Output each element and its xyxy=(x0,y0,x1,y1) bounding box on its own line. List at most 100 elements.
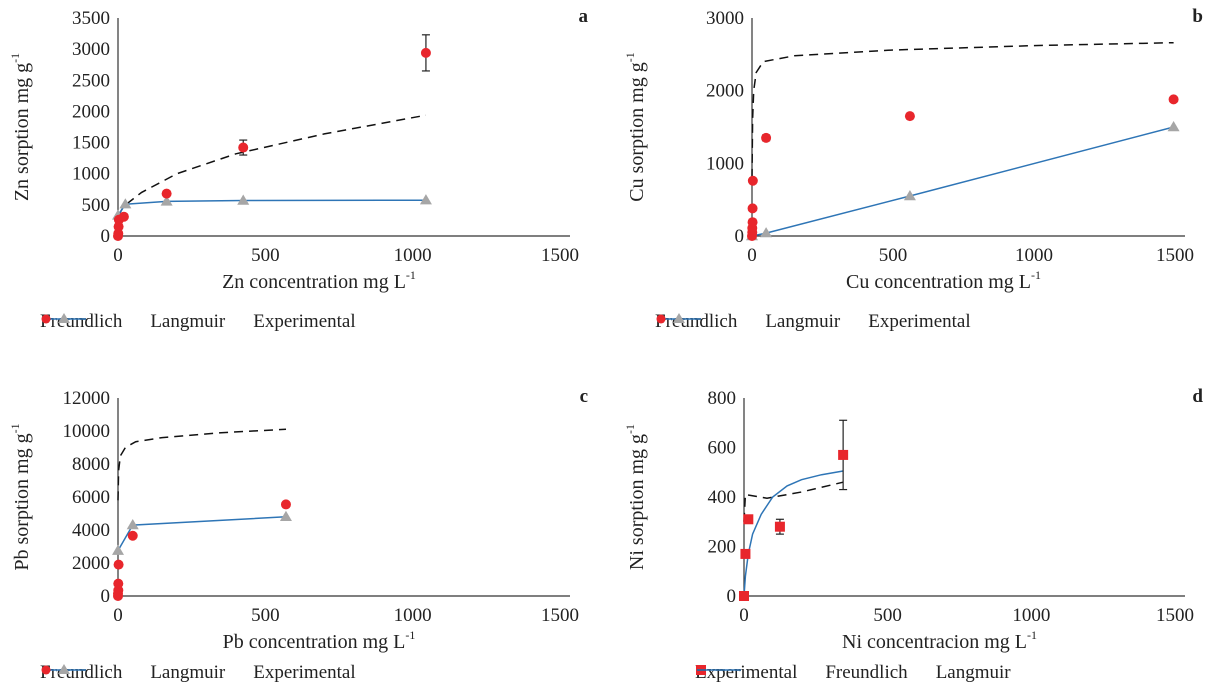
y-tick-label: 2500 xyxy=(72,70,110,91)
freundlich-series-line xyxy=(117,114,427,217)
legend-item-langmuir: Langmuir xyxy=(42,311,226,333)
chart-c-svg: 0 2000 4000 6000 8000 10000 12000 0 500 1000 1500 P… xyxy=(8,386,588,653)
y-tick-label: 400 xyxy=(708,487,737,508)
panel-label: b xyxy=(1192,6,1203,27)
langmuir-point xyxy=(112,544,124,555)
y-tick-label: 200 xyxy=(708,537,737,558)
experimental-point xyxy=(420,47,431,58)
y-tick-label: 600 xyxy=(708,438,737,459)
experimental-point xyxy=(774,521,785,532)
x-tick-label: 0 xyxy=(113,605,123,626)
langmuir-point xyxy=(1167,121,1180,132)
experimental-point xyxy=(280,499,291,510)
chart-d-svg: 0 200 400 600 800 0 500 1000 1500 Ni concentracio… xyxy=(623,386,1203,653)
legend-c: Freundlich Langmuir Experimental xyxy=(40,662,356,684)
y-tick-label: 4000 xyxy=(72,520,110,541)
legend-label-langmuir: Langmuir xyxy=(765,311,841,332)
experimental-point xyxy=(838,449,849,460)
legend-swatch-experimental xyxy=(656,314,666,324)
x-axis-label-sup: -1 xyxy=(1027,628,1037,642)
y-tick-label: 1000 xyxy=(706,153,744,174)
x-tick-label: 1500 xyxy=(541,245,579,266)
x-tick-label: 1500 xyxy=(1156,245,1194,266)
y-tick-label: 3000 xyxy=(706,8,744,29)
langmuir-point xyxy=(160,195,173,206)
y-tick-label: 3000 xyxy=(72,39,110,60)
langmuir-point xyxy=(279,510,292,521)
y-tick-label: 8000 xyxy=(72,454,110,475)
legend-label-freundlich: Freundlich xyxy=(655,311,738,332)
x-axis-label-sup: -1 xyxy=(1031,268,1041,282)
legend-label-freundlich: Freundlich xyxy=(40,311,123,332)
y-tick-label: 2000 xyxy=(72,101,110,122)
experimental-point xyxy=(127,530,138,541)
y-axis-label-sup: -1 xyxy=(623,52,637,62)
x-tick-label: 1500 xyxy=(541,605,579,626)
x-axis-label: Pb concentration mg L-1 xyxy=(223,628,416,653)
y-tick-label: 0 xyxy=(735,226,745,247)
langmuir-point xyxy=(126,519,139,530)
experimental-point xyxy=(761,132,772,143)
y-axis-label-sup: -1 xyxy=(623,424,637,434)
langmuir-series-line xyxy=(751,126,1174,237)
legend-item-experimental: Experimental xyxy=(41,311,356,333)
x-tick-label: 500 xyxy=(873,605,902,626)
legend-item-freundlich: Freundlich xyxy=(697,662,908,684)
legend-label-experimental: Experimental xyxy=(695,662,798,683)
y-tick-label: 2000 xyxy=(706,81,744,102)
panel-label: a xyxy=(579,6,589,27)
experimental-point xyxy=(1168,94,1179,105)
x-tick-label: 1000 xyxy=(394,605,432,626)
experimental-point xyxy=(739,591,749,601)
x-axis-label-sup: -1 xyxy=(405,628,415,642)
x-axis-label: Zn concentration mg L-1 xyxy=(222,268,416,293)
legend-item-experimental: Experimental xyxy=(41,662,356,684)
y-tick-label: 1000 xyxy=(72,164,110,185)
y-axis-label-sup: -1 xyxy=(8,53,22,63)
experimental-point xyxy=(747,203,758,214)
legend-item-langmuir: Langmuir xyxy=(697,662,1011,684)
x-tick-label: 0 xyxy=(113,245,123,266)
legend-item-experimental: Experimental xyxy=(656,311,971,333)
experimental-point xyxy=(747,175,758,186)
x-tick-label: 1000 xyxy=(394,245,432,266)
freundlich-series-line xyxy=(751,41,1174,178)
y-tick-label: 1500 xyxy=(72,133,110,154)
legend-label-experimental: Experimental xyxy=(253,662,356,683)
y-tick-label: 12000 xyxy=(63,388,111,409)
chart-panel-a: 0 500 1000 1500 2000 2500 3000 3500 0 500 1000 1500… xyxy=(0,0,600,346)
x-tick-label: 500 xyxy=(251,245,280,266)
legend-label-langmuir: Langmuir xyxy=(935,662,1011,683)
experimental-point xyxy=(904,111,915,122)
legend-label-experimental: Experimental xyxy=(253,311,356,332)
y-axis-label: Zn sorption mg g-1 xyxy=(8,53,33,201)
y-tick-label: 3500 xyxy=(72,8,110,29)
legend-swatch-experimental xyxy=(41,314,51,324)
experimental-point xyxy=(740,548,751,559)
legend-label-freundlich: Freundlich xyxy=(825,662,908,683)
x-tick-label: 0 xyxy=(739,605,749,626)
y-tick-label: 0 xyxy=(101,226,111,247)
legend-b: Freundlich Langmuir Experimental xyxy=(655,311,971,333)
experimental-point xyxy=(743,514,754,525)
experimental-point xyxy=(161,188,172,199)
x-axis-label: Ni concentracion mg L-1 xyxy=(842,628,1037,653)
legend-item-langmuir: Langmuir xyxy=(42,662,225,684)
legend-label-experimental: Experimental xyxy=(868,311,971,332)
y-tick-label: 2000 xyxy=(72,553,110,574)
y-tick-label: 0 xyxy=(101,586,111,607)
langmuir-point xyxy=(119,198,132,209)
langmuir-point xyxy=(760,227,773,238)
experimental-point xyxy=(113,578,124,589)
x-tick-label: 1500 xyxy=(1156,605,1194,626)
legend-swatch-experimental xyxy=(41,665,51,675)
chart-b-svg: 0 1000 2000 3000 0 500 1000 1500 Cu concentratio… xyxy=(623,6,1203,293)
experimental-point xyxy=(747,217,758,228)
langmuir-series-line xyxy=(117,516,287,551)
y-axis-label: Cu sorption mg g-1 xyxy=(623,52,648,201)
legend-label-langmuir: Langmuir xyxy=(150,311,226,332)
y-tick-label: 10000 xyxy=(63,421,111,442)
x-tick-label: 1000 xyxy=(1015,245,1053,266)
freundlich-series-line xyxy=(117,428,287,501)
x-axis-label-sup: -1 xyxy=(406,268,416,282)
